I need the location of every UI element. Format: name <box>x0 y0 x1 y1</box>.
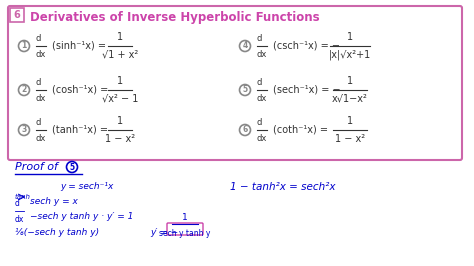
Circle shape <box>66 161 78 172</box>
Text: |x|√x²+1: |x|√x²+1 <box>329 50 371 60</box>
Text: 2: 2 <box>21 85 27 94</box>
Text: 5: 5 <box>242 85 247 94</box>
FancyBboxPatch shape <box>167 223 203 235</box>
Text: (coth⁻¹x) =: (coth⁻¹x) = <box>273 125 328 135</box>
Text: 6: 6 <box>14 10 20 20</box>
Text: 3: 3 <box>21 126 27 135</box>
Text: d: d <box>36 34 41 43</box>
Text: 5: 5 <box>69 163 74 172</box>
Text: d: d <box>257 78 263 87</box>
Text: dx: dx <box>257 50 267 59</box>
Text: 1: 1 <box>347 32 353 42</box>
Text: √x² − 1: √x² − 1 <box>102 94 138 104</box>
Text: sech y tanh y: sech y tanh y <box>159 229 210 238</box>
Text: 1: 1 <box>21 41 27 51</box>
Circle shape <box>18 85 29 95</box>
Text: 1: 1 <box>347 116 353 126</box>
Text: d: d <box>15 199 20 208</box>
Circle shape <box>239 85 250 95</box>
Text: 1: 1 <box>117 116 123 126</box>
Circle shape <box>239 40 250 52</box>
Text: dx: dx <box>257 134 267 143</box>
Text: (tanh⁻¹x) =: (tanh⁻¹x) = <box>52 125 108 135</box>
Text: −sech y tanh y · y′ = 1: −sech y tanh y · y′ = 1 <box>30 212 133 221</box>
Text: 1 − x²: 1 − x² <box>105 134 135 144</box>
Text: sech y = x: sech y = x <box>30 197 78 206</box>
Text: (sinh⁻¹x) =: (sinh⁻¹x) = <box>52 41 106 51</box>
Text: y′ = −: y′ = − <box>150 228 178 237</box>
Circle shape <box>18 40 29 52</box>
Text: 6: 6 <box>242 126 247 135</box>
Text: 1: 1 <box>117 76 123 86</box>
Text: 1: 1 <box>182 213 188 222</box>
Circle shape <box>18 124 29 135</box>
Text: 1: 1 <box>347 76 353 86</box>
Text: d: d <box>257 34 263 43</box>
Text: Derivatives of Inverse Hyperbolic Functions: Derivatives of Inverse Hyperbolic Functi… <box>30 11 319 24</box>
Text: dx: dx <box>36 94 46 103</box>
Text: y = sech⁻¹x: y = sech⁻¹x <box>60 182 113 191</box>
Circle shape <box>239 124 250 135</box>
Text: Proof of: Proof of <box>15 162 61 172</box>
Text: dx: dx <box>15 215 24 224</box>
Text: d: d <box>36 118 41 127</box>
Text: x√1−x²: x√1−x² <box>332 94 368 104</box>
FancyBboxPatch shape <box>8 6 462 160</box>
Text: (cosh⁻¹x) =: (cosh⁻¹x) = <box>52 85 108 95</box>
Text: dx: dx <box>36 134 46 143</box>
Text: √1 + x²: √1 + x² <box>102 50 138 60</box>
Text: ⅙(−sech y tanh y): ⅙(−sech y tanh y) <box>15 228 99 237</box>
Text: 1 − tanh²x = sech²x: 1 − tanh²x = sech²x <box>230 182 336 192</box>
Text: (sech⁻¹x) = −: (sech⁻¹x) = − <box>273 85 341 95</box>
Bar <box>10 8 24 22</box>
Text: d: d <box>257 118 263 127</box>
Text: (csch⁻¹x) = −: (csch⁻¹x) = − <box>273 41 340 51</box>
Text: 1: 1 <box>117 32 123 42</box>
Text: d: d <box>36 78 41 87</box>
Text: 1 − x²: 1 − x² <box>335 134 365 144</box>
Text: 4: 4 <box>242 41 247 51</box>
Text: dx: dx <box>257 94 267 103</box>
Text: tanh: tanh <box>15 194 31 200</box>
Text: dx: dx <box>36 50 46 59</box>
